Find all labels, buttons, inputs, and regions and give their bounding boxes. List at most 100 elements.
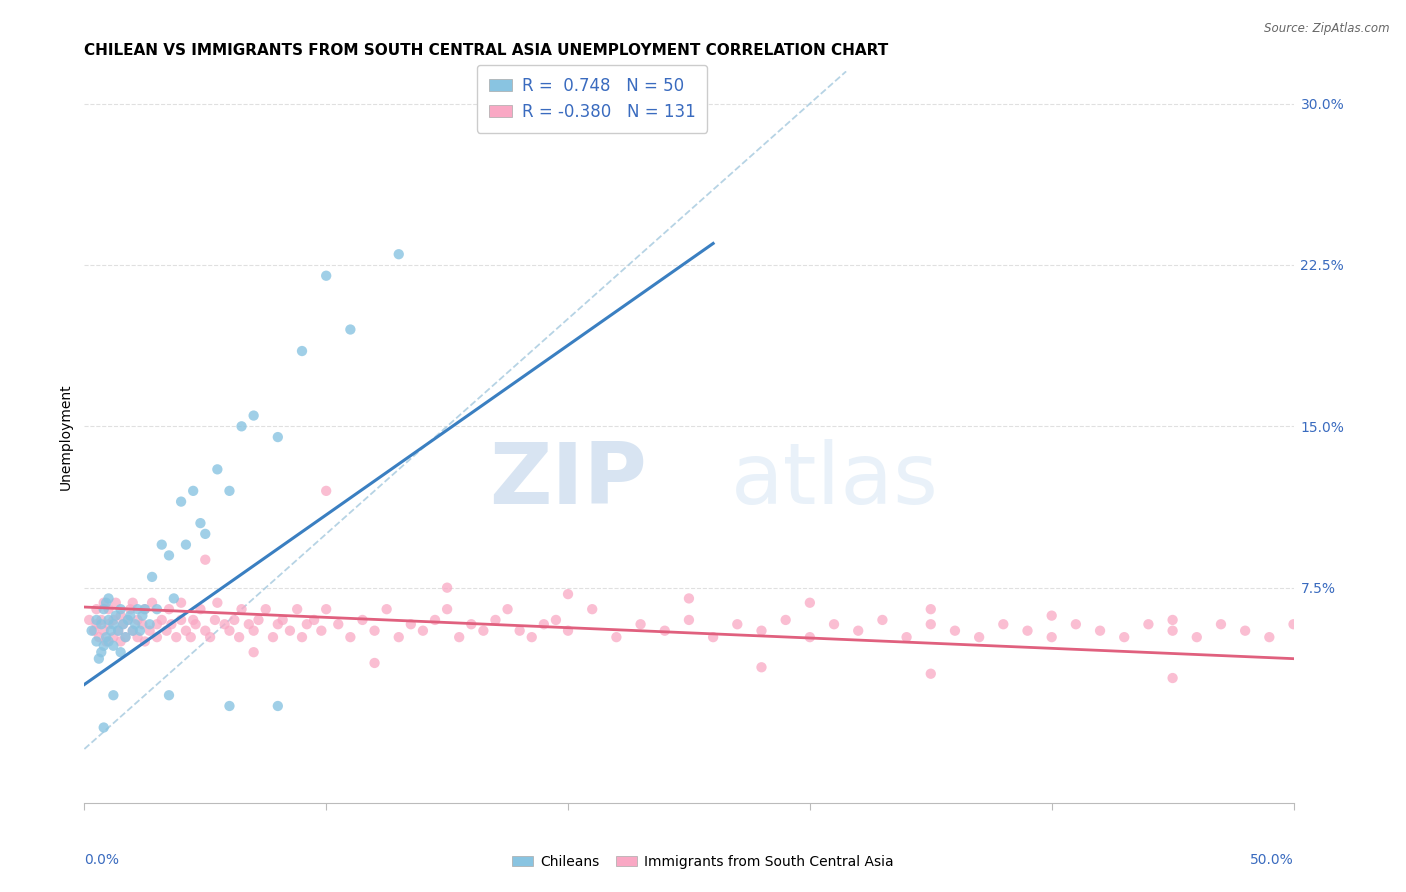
Point xyxy=(375,602,398,616)
Point xyxy=(107,624,129,638)
Point xyxy=(117,613,139,627)
Point xyxy=(134,602,156,616)
Point xyxy=(170,494,193,508)
Point xyxy=(181,613,204,627)
Point xyxy=(1258,630,1281,644)
Point xyxy=(114,630,136,644)
Point xyxy=(121,624,143,638)
Point xyxy=(90,645,112,659)
Point xyxy=(920,602,942,616)
Point xyxy=(896,630,918,644)
Point xyxy=(254,602,277,616)
Point xyxy=(509,624,531,638)
Point xyxy=(141,570,163,584)
Point xyxy=(110,602,132,616)
Point xyxy=(218,483,240,498)
Point xyxy=(1137,617,1160,632)
Point xyxy=(141,596,163,610)
Point xyxy=(190,602,212,616)
Point xyxy=(124,617,146,632)
Point xyxy=(194,624,217,638)
Point xyxy=(1040,608,1063,623)
Point xyxy=(278,624,301,638)
Point xyxy=(110,634,132,648)
Point xyxy=(1161,671,1184,685)
Point xyxy=(238,617,260,632)
Point xyxy=(87,630,110,644)
Point xyxy=(751,624,773,638)
Point xyxy=(943,624,966,638)
Point xyxy=(198,630,221,644)
Point xyxy=(97,591,120,606)
Point xyxy=(449,630,471,644)
Point xyxy=(224,613,246,627)
Point xyxy=(1114,630,1136,644)
Point xyxy=(112,617,135,632)
Point xyxy=(1282,617,1305,632)
Point xyxy=(94,634,117,648)
Point xyxy=(127,630,149,644)
Point xyxy=(86,617,108,632)
Point xyxy=(496,602,519,616)
Point xyxy=(103,617,125,632)
Point xyxy=(291,344,314,359)
Point xyxy=(110,608,132,623)
Point xyxy=(157,549,180,563)
Point xyxy=(1017,624,1039,638)
Point xyxy=(103,688,125,702)
Point xyxy=(163,591,186,606)
Point xyxy=(557,624,579,638)
Point xyxy=(242,645,264,659)
Point xyxy=(1161,613,1184,627)
Point xyxy=(120,608,142,623)
Point xyxy=(315,483,337,498)
Point xyxy=(131,617,153,632)
Point xyxy=(207,596,229,610)
Point xyxy=(436,602,458,616)
Point xyxy=(460,617,482,632)
Point xyxy=(228,630,250,644)
Point xyxy=(87,651,110,665)
Point xyxy=(214,617,236,632)
Point xyxy=(112,617,135,632)
Point xyxy=(823,617,845,632)
Point xyxy=(170,596,193,610)
Point xyxy=(138,617,160,632)
Point xyxy=(129,624,152,638)
Point xyxy=(339,630,361,644)
Point xyxy=(117,613,139,627)
Point xyxy=(678,591,700,606)
Point xyxy=(157,688,180,702)
Point xyxy=(1161,624,1184,638)
Point xyxy=(121,624,143,638)
Point xyxy=(120,602,142,616)
Y-axis label: Unemployment: Unemployment xyxy=(59,384,73,491)
Point xyxy=(605,630,627,644)
Point xyxy=(94,630,117,644)
Point xyxy=(267,698,290,713)
Point xyxy=(174,538,197,552)
Point xyxy=(103,630,125,644)
Text: CHILEAN VS IMMIGRANTS FROM SOUTH CENTRAL ASIA UNEMPLOYMENT CORRELATION CHART: CHILEAN VS IMMIGRANTS FROM SOUTH CENTRAL… xyxy=(84,43,889,58)
Point xyxy=(218,624,240,638)
Point xyxy=(751,660,773,674)
Point xyxy=(1185,630,1208,644)
Point xyxy=(872,613,894,627)
Point xyxy=(399,617,422,632)
Point xyxy=(190,516,212,530)
Point xyxy=(94,596,117,610)
Point xyxy=(93,639,115,653)
Point xyxy=(678,613,700,627)
Point xyxy=(920,666,942,681)
Point xyxy=(544,613,567,627)
Point xyxy=(218,698,240,713)
Text: 50.0%: 50.0% xyxy=(1250,853,1294,866)
Point xyxy=(1064,617,1087,632)
Point xyxy=(242,624,264,638)
Point xyxy=(127,602,149,616)
Point xyxy=(97,602,120,616)
Point xyxy=(363,624,385,638)
Point xyxy=(194,552,217,566)
Point xyxy=(103,639,125,653)
Point xyxy=(150,613,173,627)
